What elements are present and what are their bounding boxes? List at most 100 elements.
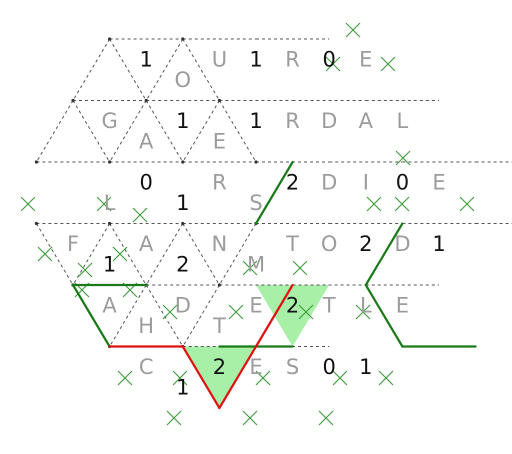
cell-clue-number: 2 (286, 171, 299, 195)
green-line (364, 283, 404, 348)
cell-clue-number: 1 (176, 109, 189, 133)
cross-mark (255, 370, 271, 386)
cell-letter: R (212, 171, 227, 195)
cell-clue-number: 0 (140, 171, 153, 195)
cell-letter: O (321, 232, 338, 256)
cell-letter: S (286, 355, 299, 379)
cell-letter: D (394, 232, 410, 256)
cell-letter: U (212, 48, 227, 72)
solution-lines-layer (71, 160, 477, 410)
cell-letter: D (321, 171, 337, 195)
cross-mark (228, 304, 244, 320)
cell-letter: D (321, 109, 337, 133)
vertex-dot (254, 160, 258, 164)
cross-mark (459, 196, 475, 212)
green-line (71, 283, 111, 348)
cell-letter: I (363, 171, 369, 195)
cross-mark (96, 196, 112, 212)
cell-letter: O (175, 68, 192, 92)
cell-letter: L (360, 294, 372, 318)
cell-letter: C (139, 355, 154, 379)
cell-letter: T (285, 232, 299, 256)
cell-letter: E (213, 130, 226, 154)
vertex-dot (34, 221, 39, 226)
grid-edge (35, 100, 74, 163)
cell-letter: D (175, 294, 191, 318)
cell-clue-number: 2 (359, 232, 372, 256)
vertex-dot (181, 160, 185, 164)
cross-mark (395, 150, 411, 166)
cell-clue-number: 0 (323, 355, 336, 379)
grid-edge (72, 38, 111, 101)
shaded-cell (256, 285, 330, 347)
cell-letter: A (139, 130, 154, 154)
cell-clue-number: 1 (103, 253, 116, 277)
cell-clue-number: 0 (323, 48, 336, 72)
cross-mark (162, 304, 178, 320)
cell-letter: L (397, 109, 409, 133)
cell-letter: E (396, 294, 409, 318)
cell-clue-number: 1 (249, 48, 262, 72)
cell-clue-number: 1 (140, 48, 153, 72)
red-line (181, 345, 221, 410)
cross-mark (242, 410, 258, 426)
cell-clue-number: 2 (176, 253, 189, 277)
cell-letter: S (249, 191, 262, 215)
cross-mark (20, 196, 36, 212)
green-line (254, 160, 294, 225)
vertex-dot (108, 37, 112, 41)
cross-mark (366, 196, 382, 212)
cross-mark (292, 260, 308, 276)
cell-clue-number: 1 (359, 355, 372, 379)
shaded-cells-layer (182, 285, 330, 408)
cell-letter: G (101, 109, 117, 133)
cell-clue-number: 0 (396, 171, 409, 195)
cell-clue-number: 1 (249, 109, 262, 133)
cross-mark (394, 196, 410, 212)
cell-letter: T (212, 314, 226, 338)
vertex-dot (217, 283, 221, 287)
cross-mark (112, 246, 128, 262)
green-line (364, 222, 404, 287)
cell-clue-number: 1 (176, 376, 189, 400)
vertex-dot (34, 160, 39, 164)
cell-letter: M (247, 253, 265, 277)
cross-mark (332, 370, 348, 386)
cell-letter: A (359, 109, 374, 133)
cross-mark (298, 304, 314, 320)
cross-mark (318, 410, 334, 426)
cross-mark (77, 262, 93, 278)
vertex-dot (71, 98, 75, 103)
cross-mark (117, 370, 133, 386)
red-line (218, 345, 258, 410)
cell-letter: T (322, 294, 336, 318)
vertex-dot (181, 37, 185, 41)
cell-letter: E (249, 355, 262, 379)
cross-mark (325, 56, 341, 72)
cross-mark (166, 410, 182, 426)
vertex-dot (181, 221, 185, 226)
cell-letter: H (138, 314, 154, 338)
cell-clue-number: 2 (213, 355, 226, 379)
cell-letter: A (139, 232, 154, 256)
cell-clue-number: 2 (286, 294, 299, 318)
cell-letter: L (104, 191, 116, 215)
cell-letter: R (285, 109, 300, 133)
cross-mark (378, 370, 394, 386)
cross-mark (345, 22, 361, 38)
cross-mark (380, 56, 396, 72)
cell-letter: E (359, 48, 372, 72)
vertex-dot (217, 98, 221, 103)
cross-mark (355, 304, 371, 320)
cell-letter: R (285, 48, 300, 72)
cross-marks-layer (20, 22, 475, 426)
vertex-dot (108, 160, 112, 164)
cell-letter: N (212, 232, 228, 256)
cell-letter: A (102, 294, 117, 318)
red-line (254, 283, 294, 348)
cross-mark (172, 370, 188, 386)
cell-letter: E (432, 171, 445, 195)
cell-clue-number: 1 (176, 191, 189, 215)
